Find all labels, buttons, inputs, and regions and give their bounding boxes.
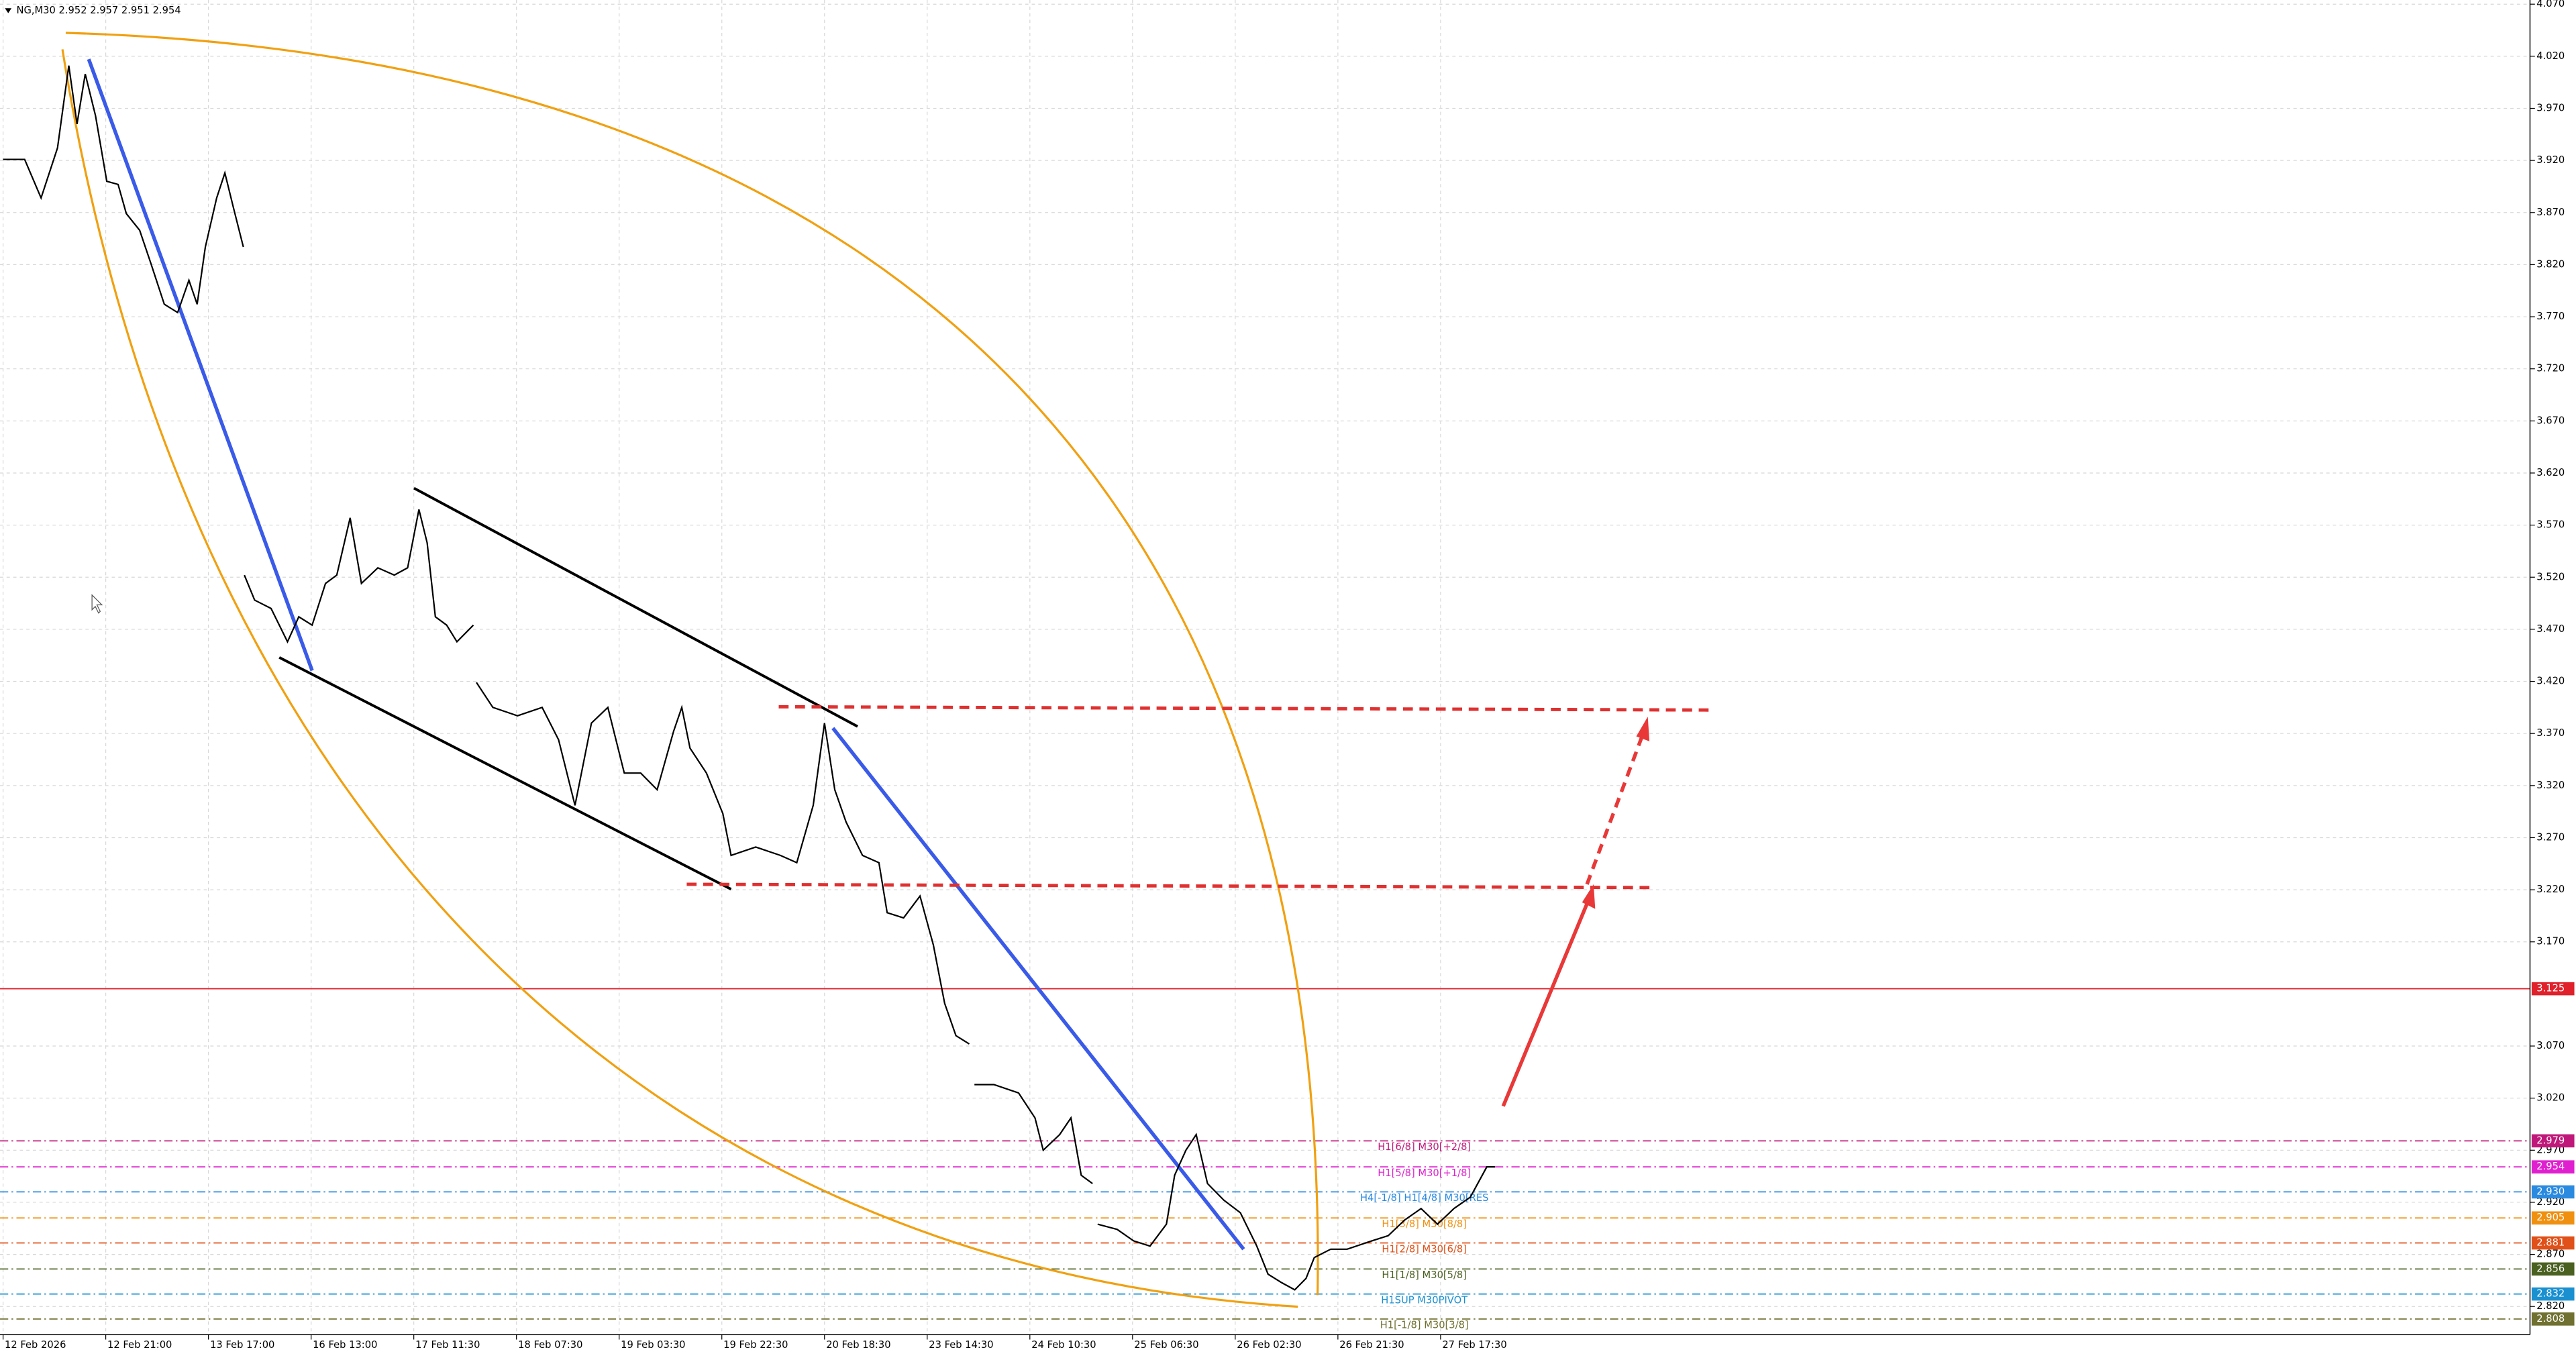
x-tick-label: 18 Feb 07:30 xyxy=(518,1339,582,1351)
level-label: H1SUP M30PIVOT xyxy=(1381,1294,1468,1306)
y-tick-label: 3.270 xyxy=(2536,831,2565,843)
price-box xyxy=(2531,1185,2575,1199)
price-box xyxy=(2531,982,2575,996)
y-tick-label: 3.570 xyxy=(2536,519,2565,531)
arrow-head xyxy=(1636,717,1650,741)
y-tick-label: 3.370 xyxy=(2536,727,2565,739)
y-tick-label: 3.520 xyxy=(2536,571,2565,582)
arc xyxy=(65,32,1319,1296)
price-box-label: 2.808 xyxy=(2536,1313,2565,1324)
y-tick-label: 2.870 xyxy=(2536,1249,2565,1260)
y-tick-label: 3.420 xyxy=(2536,676,2565,687)
arc xyxy=(61,49,1298,1308)
y-tick-label: 3.820 xyxy=(2536,258,2565,270)
price-box xyxy=(2531,1134,2575,1148)
y-tick-label: 3.720 xyxy=(2536,363,2565,374)
x-tick-label: 24 Feb 10:30 xyxy=(1031,1339,1096,1351)
y-tick-label: 3.320 xyxy=(2536,780,2565,791)
level-label: H1[3/8] M30[8/8] xyxy=(1382,1218,1467,1230)
arrow xyxy=(1585,729,1647,885)
level-label: H1[2/8] M30[6/8] xyxy=(1382,1243,1467,1255)
resistance-line xyxy=(778,705,1712,712)
price-box-label: 2.930 xyxy=(2536,1186,2565,1197)
price-box-label: 2.979 xyxy=(2536,1135,2565,1146)
price-box-label: 2.905 xyxy=(2536,1212,2565,1223)
price-box-label: 2.881 xyxy=(2536,1237,2565,1249)
trend-line xyxy=(831,727,1245,1251)
trend-line xyxy=(87,58,314,672)
y-tick-label: 3.470 xyxy=(2536,623,2565,635)
price-series xyxy=(3,65,1495,1291)
y-tick-label: 3.170 xyxy=(2536,936,2565,947)
x-tick-label: 19 Feb 22:30 xyxy=(723,1339,788,1351)
price-box-label: 2.832 xyxy=(2536,1288,2565,1300)
price-box-label: 2.954 xyxy=(2536,1161,2565,1172)
y-tick-label: 3.970 xyxy=(2536,102,2565,113)
x-tick-label: 26 Feb 02:30 xyxy=(1237,1339,1301,1351)
channel-line xyxy=(278,656,732,891)
price-box xyxy=(2531,1262,2575,1276)
resistance-line xyxy=(686,882,1650,890)
price-box-label: 3.125 xyxy=(2536,983,2565,994)
y-tick-label: 3.220 xyxy=(2536,884,2565,895)
level-label: H1[1/8] M30[5/8] xyxy=(1382,1269,1467,1281)
y-tick-label: 3.670 xyxy=(2536,415,2565,426)
arrow xyxy=(1501,895,1592,1107)
y-tick-label: 2.820 xyxy=(2536,1300,2565,1312)
level-label: H4[-1/8] H1[4/8] M30[RES xyxy=(1360,1192,1488,1204)
level-label: H1[5/8] M30[+1/8] xyxy=(1378,1167,1471,1179)
menu-icon[interactable] xyxy=(5,8,12,13)
price-box xyxy=(2531,1312,2575,1326)
y-tick-label: 2.920 xyxy=(2536,1196,2565,1208)
y-tick-label: 3.620 xyxy=(2536,467,2565,478)
cursor xyxy=(91,594,103,614)
x-tick-label: 20 Feb 18:30 xyxy=(826,1339,890,1351)
chart-title: NG,M30 2.952 2.957 2.951 2.954 xyxy=(16,5,181,16)
y-tick-label: 3.770 xyxy=(2536,311,2565,322)
price-box xyxy=(2531,1160,2575,1174)
y-tick-label: 4.020 xyxy=(2536,50,2565,62)
channel-line xyxy=(413,486,858,728)
y-tick-label: 3.920 xyxy=(2536,154,2565,166)
y-tick-label: 3.020 xyxy=(2536,1092,2565,1104)
x-tick-label: 23 Feb 14:30 xyxy=(929,1339,993,1351)
price-line xyxy=(3,65,1495,1291)
y-tick-label: 3.870 xyxy=(2536,207,2565,218)
x-tick-label: 27 Feb 17:30 xyxy=(1442,1339,1506,1351)
x-tick-label: 13 Feb 17:00 xyxy=(210,1339,274,1351)
level-label: H1[-1/8] M30[3/8] xyxy=(1380,1320,1469,1331)
arrow-head xyxy=(1582,884,1596,909)
y-tick-label: 3.070 xyxy=(2536,1040,2565,1051)
x-tick-label: 25 Feb 06:30 xyxy=(1134,1339,1198,1351)
x-tick-label: 19 Feb 03:30 xyxy=(621,1339,685,1351)
x-tick-label: 12 Feb 21:00 xyxy=(107,1339,172,1351)
level-label: H1[6/8] M30[+2/8] xyxy=(1378,1141,1471,1153)
y-tick-label: 4.070 xyxy=(2536,0,2565,9)
x-tick-label: 26 Feb 21:30 xyxy=(1339,1339,1404,1351)
drawings xyxy=(61,32,1712,1308)
price-box xyxy=(2531,1236,2575,1250)
price-box xyxy=(2531,1211,2575,1225)
price-box xyxy=(2531,1287,2575,1301)
price-box-label: 2.856 xyxy=(2536,1263,2565,1274)
x-tick-label: 16 Feb 13:00 xyxy=(313,1339,377,1351)
levels: H1[6/8] M30[+2/8] H1[5/8] M30[+1/8] H4[-1/… xyxy=(0,988,2530,1331)
x-tick-label: 12 Feb 2026 xyxy=(5,1339,66,1351)
x-tick-label: 17 Feb 11:30 xyxy=(415,1339,480,1351)
